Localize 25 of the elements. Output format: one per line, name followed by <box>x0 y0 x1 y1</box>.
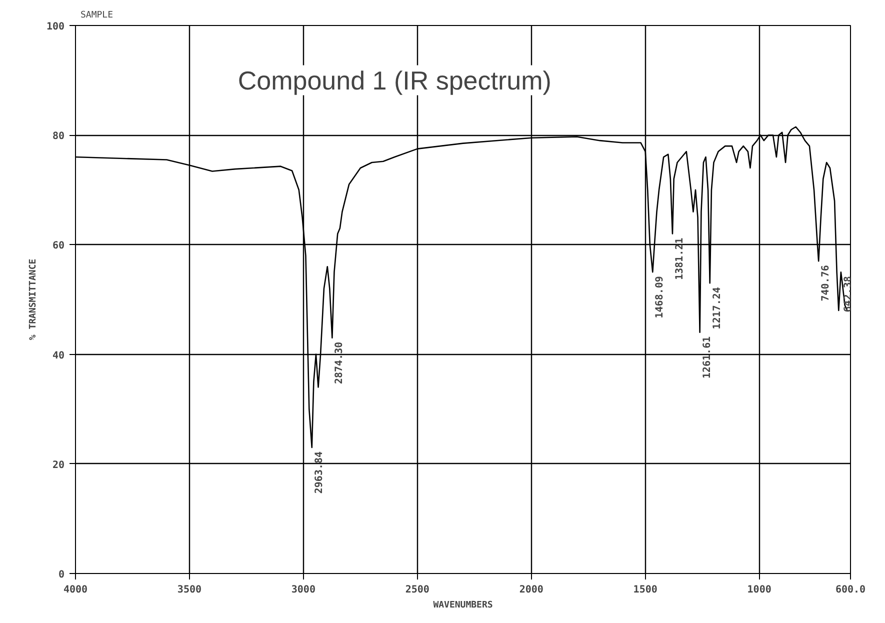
text: Compound 1 (IR spectrum) <box>238 65 552 96</box>
text: SAMPLE <box>80 10 114 20</box>
x-tick-label: 3000 <box>291 584 316 596</box>
x-tick-label: 4000 <box>63 584 88 596</box>
y-tick-label: 100 <box>46 22 64 32</box>
annotation: 1381.21 <box>674 238 686 280</box>
x-axis-title: WAVENUMBERS <box>433 600 493 610</box>
x-tick-label: 1500 <box>633 584 658 596</box>
x-tick-label: 1000 <box>747 584 772 596</box>
y-tick-label: 0 <box>58 570 65 580</box>
y-tick-label: 20 <box>52 460 65 471</box>
y-tick-label: 60 <box>52 240 65 252</box>
annotation: 1261.61 <box>702 336 713 379</box>
y-tick-label: 40 <box>52 350 65 362</box>
annotation: 1217.24 <box>712 287 723 330</box>
x-tick-label: 600.0 <box>835 584 866 596</box>
annotation: 2874.30 <box>334 342 346 384</box>
annotation: 1468.09 <box>654 276 666 318</box>
y-axis-title: % TRANSMITTANCE <box>28 258 38 340</box>
y-tick-label: 80 <box>52 131 65 142</box>
x-tick-label: 2000 <box>519 584 544 596</box>
x-tick-label: 2500 <box>405 584 430 596</box>
annotation: 740.76 <box>820 265 832 302</box>
annotation: 2963.84 <box>314 451 325 494</box>
x-tick-label: 3500 <box>177 584 202 596</box>
